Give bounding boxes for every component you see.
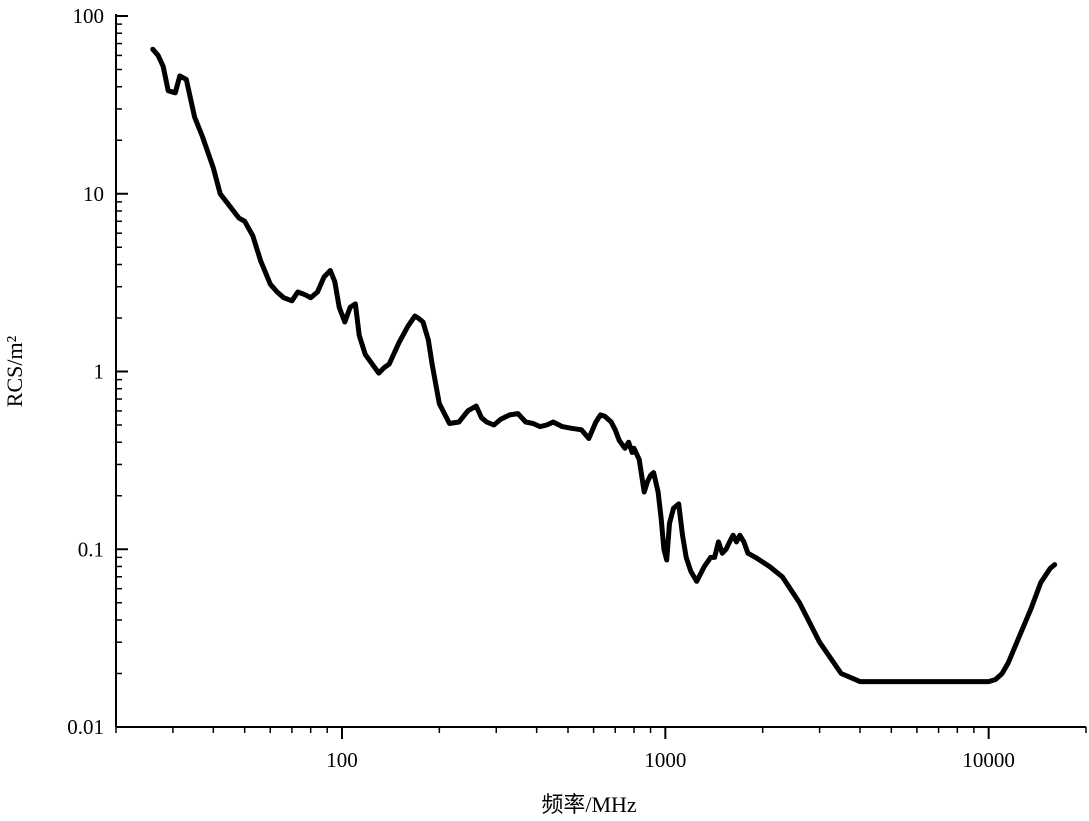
series-layer — [150, 46, 1058, 685]
y-tick-label: 0.01 — [67, 715, 104, 739]
x-tick-label: 10000 — [962, 748, 1015, 772]
y-tick-label: 100 — [73, 4, 105, 28]
x-ticks: 100 1000 10000 — [115, 727, 1087, 772]
y-tick-label: 1 — [94, 360, 105, 384]
y-axis-title: RCS/m² — [2, 335, 27, 407]
y-ticks: 0.01 0.1 1 10 100 — [67, 4, 128, 739]
y-tick-label: 10 — [83, 182, 104, 206]
y-tick-label: 0.1 — [78, 537, 104, 561]
x-tick-label: 1000 — [644, 748, 686, 772]
axes — [115, 14, 1086, 728]
x-tick-label: 100 — [326, 748, 358, 772]
rcs-series-line — [150, 46, 1058, 685]
x-axis-title: 频率/MHz — [541, 792, 637, 817]
